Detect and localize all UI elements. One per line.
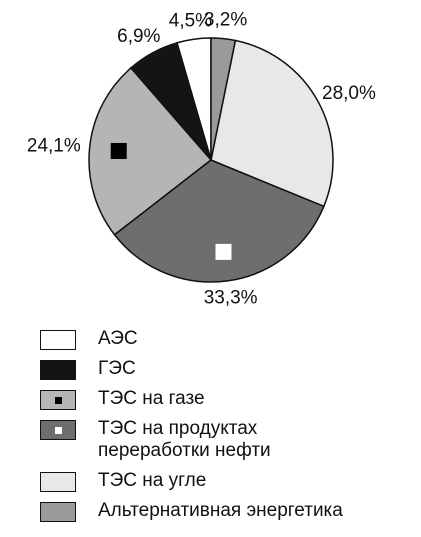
legend-swatch xyxy=(40,330,76,350)
pie-chart: 4,5% 6,9% 24,1% 33,3% 28,0% 3,2% xyxy=(27,10,376,309)
legend: АЭС ГЭС ТЭС на газе ТЭС на продуктах перера… xyxy=(40,328,343,530)
value-label: 4,5% xyxy=(169,10,212,31)
legend-label: ТЭС на газе xyxy=(98,388,205,409)
legend-label: ТЭС на продуктах переработки нефти xyxy=(98,418,271,461)
value-label: 3,2% xyxy=(204,10,247,31)
legend-label: Альтернативная энергетика xyxy=(98,500,343,521)
legend-item: ТЭС на продуктах переработки нефти xyxy=(40,418,343,462)
pie-slice xyxy=(113,159,325,283)
slice-marker xyxy=(110,142,127,159)
slice-marker xyxy=(215,243,232,260)
legend-swatch xyxy=(40,420,76,440)
legend-item: ТЭС на угле xyxy=(40,470,343,492)
legend-marker xyxy=(55,397,62,404)
value-label: 33,3% xyxy=(204,288,258,309)
pie-slice xyxy=(88,66,213,236)
legend-item: АЭС xyxy=(40,328,343,350)
pie-slice xyxy=(210,37,237,161)
legend-swatch xyxy=(40,360,76,380)
legend-label: ГЭС xyxy=(98,358,136,379)
legend-marker xyxy=(55,427,62,434)
value-label: 6,9% xyxy=(117,26,160,47)
legend-swatch xyxy=(40,390,76,410)
value-label: 28,0% xyxy=(322,83,376,104)
legend-label: АЭС xyxy=(98,328,138,349)
legend-swatch xyxy=(40,472,76,492)
legend-item: Альтернативная энергетика xyxy=(40,500,343,522)
legend-item: ТЭС на газе xyxy=(40,388,343,410)
value-label: 24,1% xyxy=(27,135,81,156)
legend-label: ТЭС на угле xyxy=(98,470,207,491)
legend-swatch xyxy=(40,502,76,522)
pie-slice xyxy=(210,39,334,208)
legend-item: ГЭС xyxy=(40,358,343,380)
